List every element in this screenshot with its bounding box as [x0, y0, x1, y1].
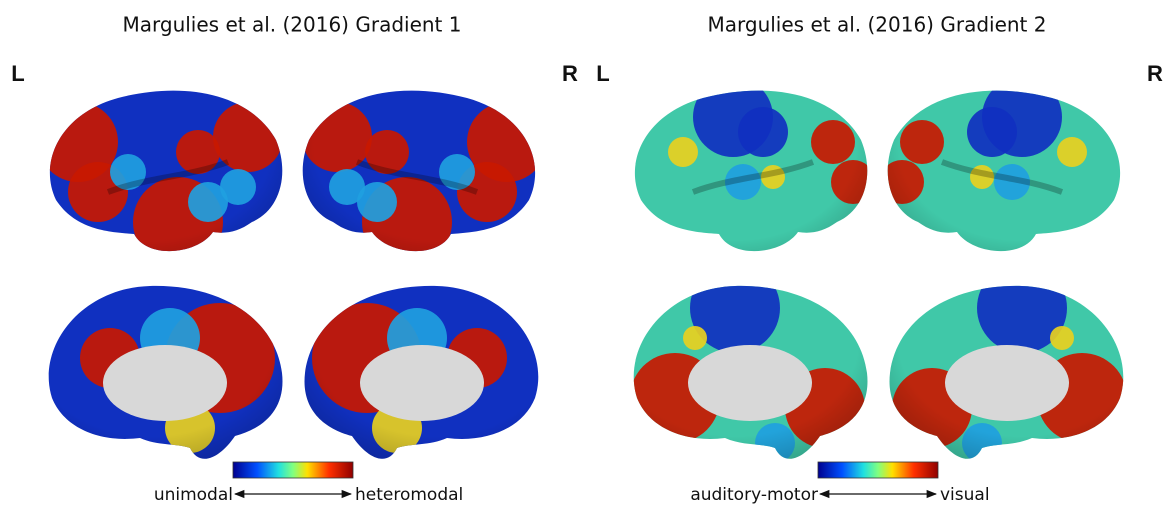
shading: [48, 285, 283, 459]
shading: [633, 285, 868, 459]
panel-title: Margulies et al. (2016) Gradient 1: [123, 13, 462, 37]
shading: [302, 90, 536, 252]
medial-surface: [304, 285, 539, 459]
shading: [887, 90, 1121, 252]
gradient-panel: Margulies et al. (2016) Gradient 2 L Raudi…: [596, 13, 1163, 506]
medial-surface: [633, 285, 868, 459]
lateral-surface: [302, 90, 536, 252]
shading: [889, 285, 1124, 459]
hemisphere-label: R: [1147, 61, 1163, 86]
colorbar: [232, 461, 354, 479]
colorbar: [817, 461, 939, 479]
surface-map: [633, 285, 868, 459]
surface-map: [887, 90, 1121, 252]
colorbar-low-label: unimodal: [154, 485, 233, 505]
medial-surface: [889, 285, 1124, 459]
medial-surface: [48, 285, 283, 459]
colorbar-high-label: visual: [940, 485, 990, 505]
shading: [304, 285, 539, 459]
surface-map: [302, 90, 536, 252]
colorbar-low-label: auditory-motor: [690, 485, 818, 505]
hemisphere-label: L: [11, 61, 24, 86]
surface-map: [634, 90, 868, 252]
surface-map: [889, 285, 1124, 459]
hemisphere-label: R: [562, 61, 578, 86]
surface-map: [304, 285, 539, 459]
colorbar-high-label: heteromodal: [355, 485, 463, 505]
surface-map: [49, 90, 283, 252]
lateral-surface: [887, 90, 1121, 252]
shading: [634, 90, 868, 252]
lateral-surface: [634, 90, 868, 252]
panel-title: Margulies et al. (2016) Gradient 2: [708, 13, 1047, 37]
gradient-panel: Margulies et al. (2016) Gradient 1 L Runim…: [11, 13, 578, 506]
lateral-surface: [49, 90, 283, 252]
shading: [49, 90, 283, 252]
hemisphere-label: L: [596, 61, 609, 86]
surface-map: [48, 285, 283, 459]
